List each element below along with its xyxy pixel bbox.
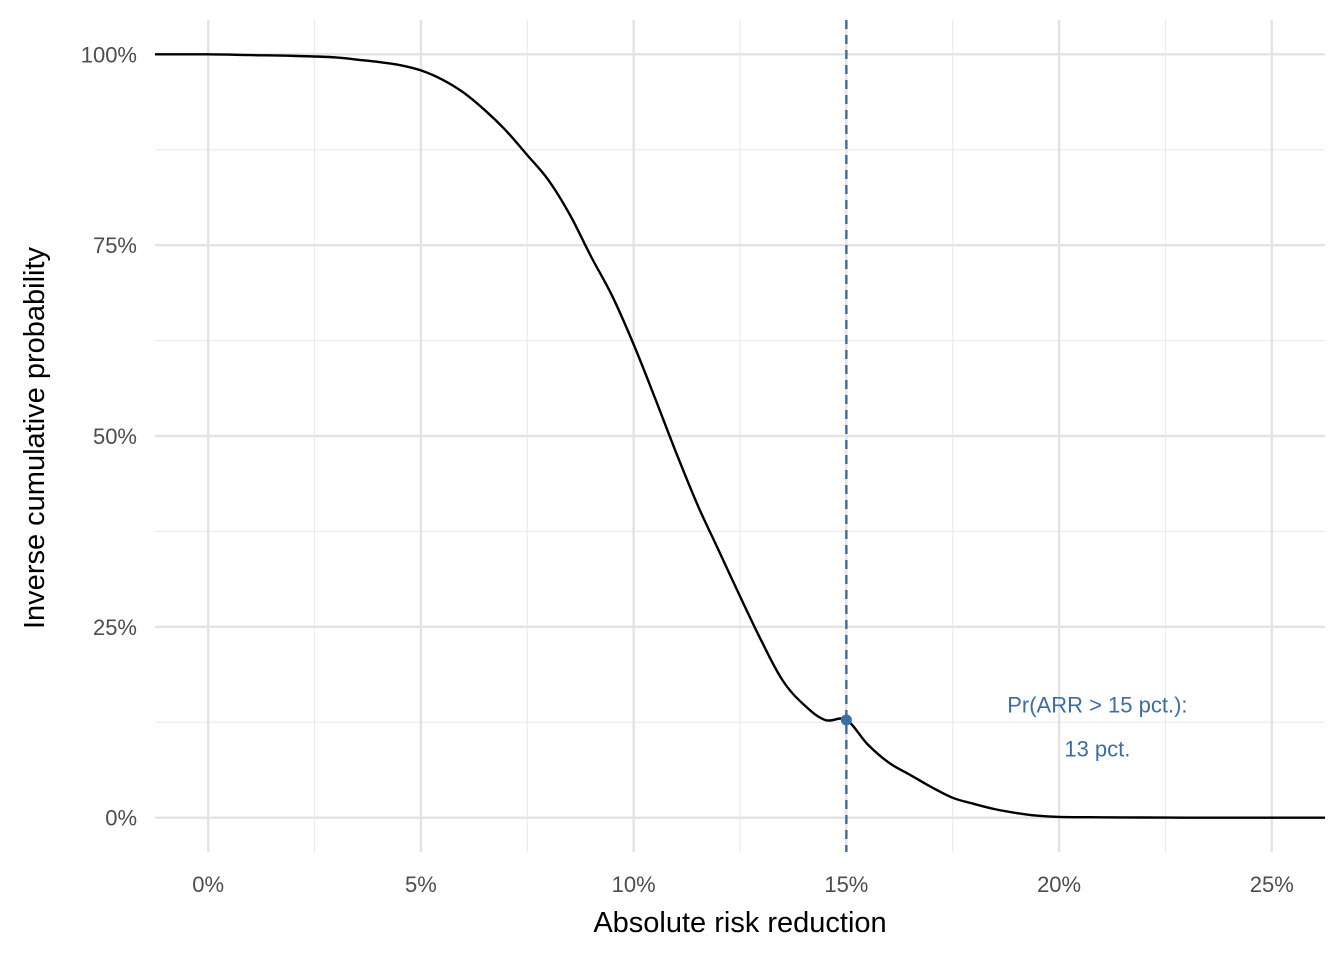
x-tick-label: 10%: [612, 872, 656, 897]
y-axis-tick-labels: 0% 25% 50% 75% 100%: [81, 42, 137, 830]
y-tick-label: 25%: [93, 615, 137, 640]
y-tick-label: 50%: [93, 424, 137, 449]
y-tick-label: 100%: [81, 42, 137, 67]
series-line: [154, 53, 1325, 819]
x-tick-label: 5%: [405, 872, 437, 897]
x-axis-title: Absolute risk reduction: [593, 907, 886, 939]
x-tick-label: 25%: [1250, 872, 1294, 897]
x-tick-label: 0%: [192, 872, 224, 897]
x-tick-label: 20%: [1037, 872, 1081, 897]
y-tick-label: 75%: [93, 233, 137, 258]
plot-marks: [154, 20, 1325, 852]
y-tick-label: 0%: [105, 806, 137, 831]
annotation-line: 13 pct.: [1064, 737, 1130, 762]
y-axis-title: Inverse cumulative probability: [19, 246, 51, 629]
annotation: Pr(ARR > 15 pct.): 13 pct.: [1007, 693, 1187, 762]
annotation-line: Pr(ARR > 15 pct.):: [1007, 693, 1187, 718]
x-axis-tick-labels: 0% 5% 10% 15% 20% 25%: [192, 872, 1294, 897]
highlight-point: [840, 714, 852, 726]
x-tick-label: 15%: [824, 872, 868, 897]
